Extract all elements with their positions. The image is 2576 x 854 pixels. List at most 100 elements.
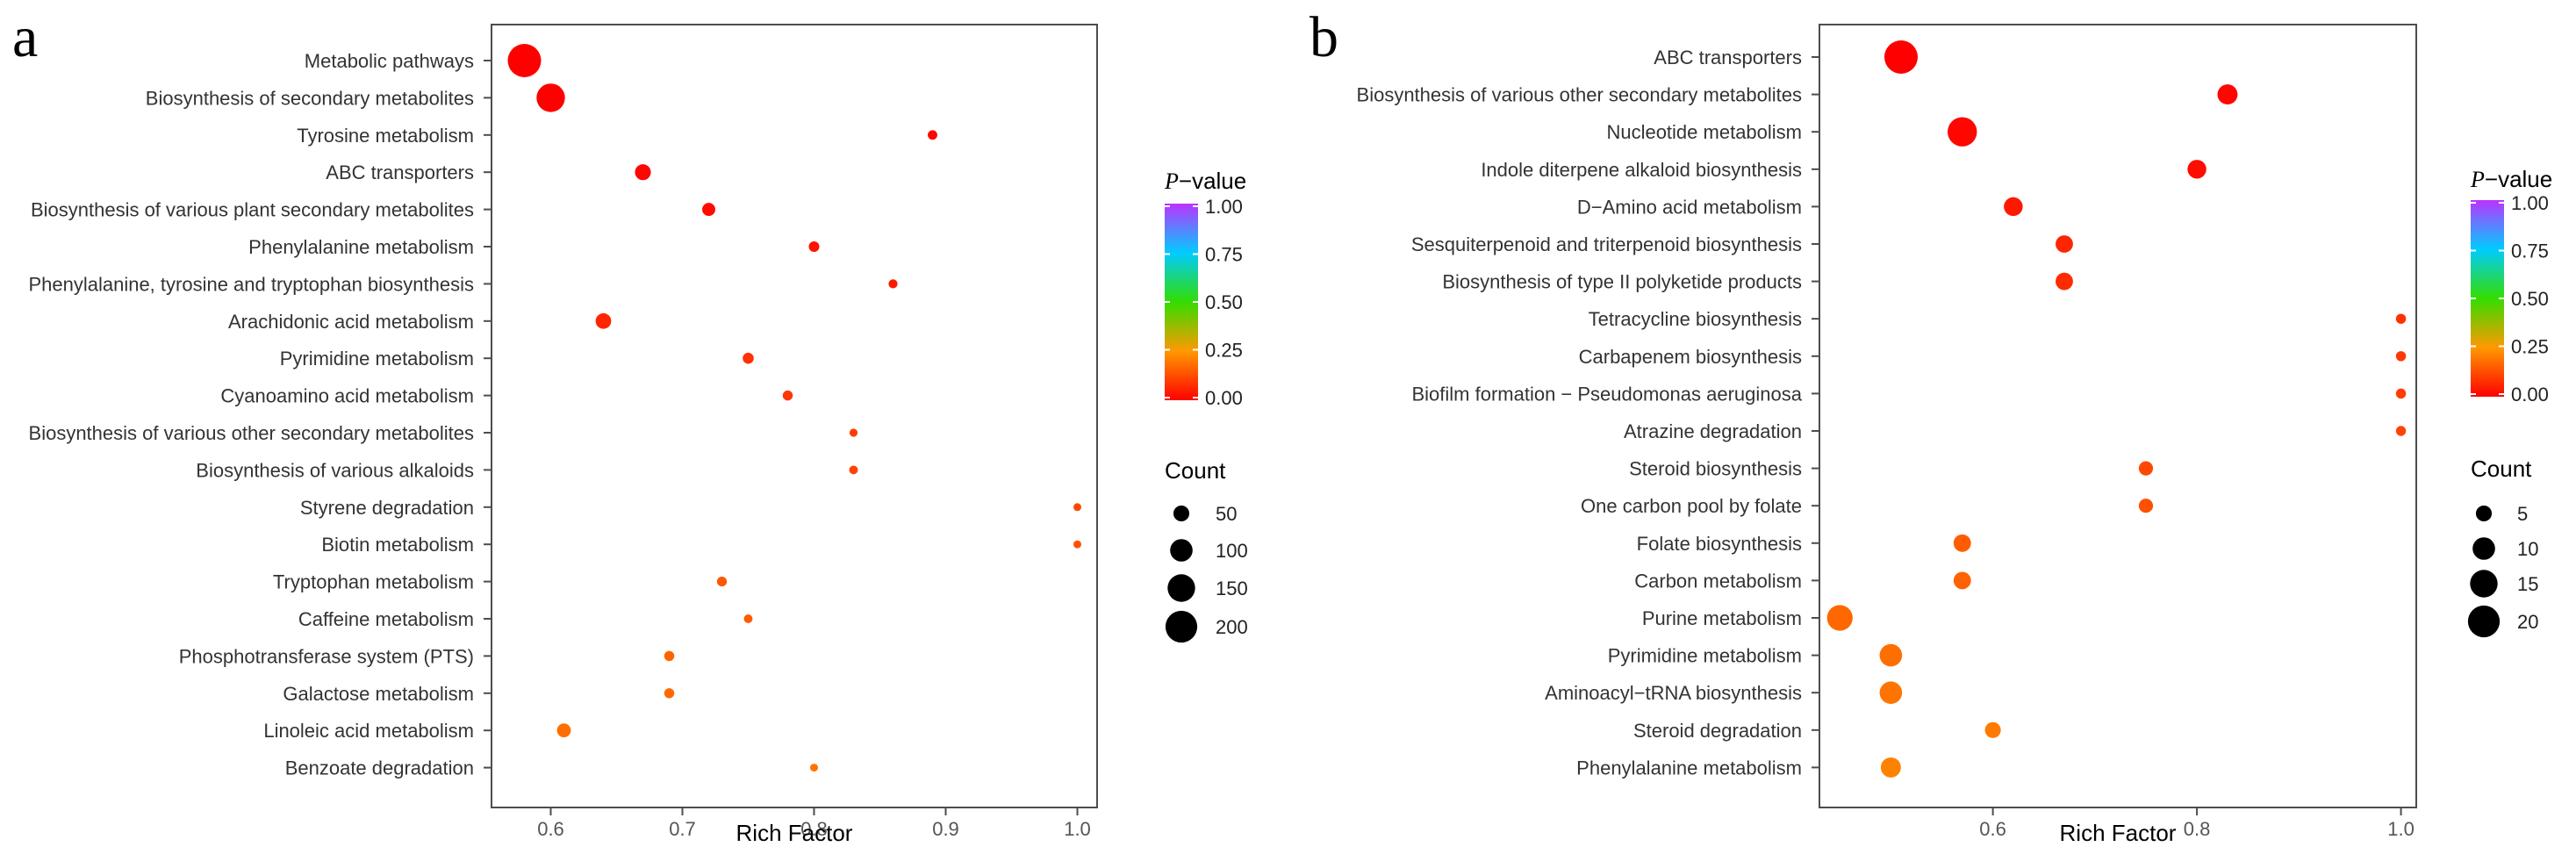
data-point (743, 352, 754, 364)
pathway-label: Linoleic acid metabolism (263, 720, 474, 742)
panel-a-points (507, 44, 1081, 772)
size-legend-dot (1165, 610, 1198, 643)
data-point (1948, 117, 1977, 147)
data-point (1984, 721, 2001, 738)
size-legend-dot (1173, 505, 1190, 522)
panel-b-x-axis-title: Rich Factor (2060, 820, 2177, 846)
pathway-label: Carbapenem biosynthesis (1579, 346, 1802, 368)
x-tick-label: 0.8 (800, 818, 828, 840)
data-point (1953, 534, 1971, 552)
data-point (2395, 313, 2407, 324)
pathway-label: Cyanoamino acid metabolism (220, 385, 474, 407)
panel-b-x-axis: 0.6 0.8 1.0 (1979, 807, 2415, 840)
pathway-label: Indole diterpene alkaloid biosynthesis (1481, 159, 1802, 181)
size-legend-label: 5 (2517, 503, 2528, 525)
size-legend-dot (1167, 574, 1195, 602)
color-legend-bar (2471, 200, 2504, 397)
pathway-label: Tyrosine metabolism (297, 125, 474, 147)
data-point (849, 428, 858, 437)
data-point (1826, 605, 1853, 631)
data-point (2004, 197, 2023, 217)
pathway-label: Biosynthesis of various plant secondary … (31, 199, 474, 221)
size-legend-label: 15 (2517, 573, 2538, 595)
pathway-label: Tetracycline biosynthesis (1589, 308, 1802, 330)
data-point (2138, 499, 2154, 513)
size-legend-dot (2472, 537, 2495, 560)
data-point (782, 390, 793, 401)
data-point (1884, 40, 1918, 74)
size-legend-label: 50 (1216, 503, 1237, 525)
color-legend-label: 0.75 (2511, 240, 2549, 262)
data-point (743, 614, 753, 623)
x-tick-label: 0.9 (932, 818, 959, 840)
data-point (2395, 388, 2407, 399)
pathway-label: Pyrimidine metabolism (280, 348, 474, 370)
x-tick-label: 0.7 (669, 818, 696, 840)
size-legend-label: 200 (1216, 616, 1248, 638)
pathway-label: Purine metabolism (1642, 607, 1802, 629)
size-legend-dot (2467, 605, 2501, 638)
data-point (595, 312, 612, 329)
data-point (664, 650, 675, 662)
pathway-label: Benzoate degradation (285, 757, 474, 779)
pathway-label: Nucleotide metabolism (1606, 121, 1802, 143)
pathway-label: Galactose metabolism (283, 683, 474, 705)
panel-b-points (1826, 40, 2407, 778)
panel-a-plot-area (491, 24, 1098, 808)
pathway-label: Atrazine degradation (1624, 420, 1802, 442)
color-legend-label: 0.25 (1205, 340, 1243, 362)
data-point (1953, 571, 1971, 590)
panel-b-plot-area (1819, 24, 2417, 808)
x-tick-label: 0.6 (537, 818, 564, 840)
data-point (888, 279, 898, 289)
pathway-label: Aminoacyl−tRNA biosynthesis (1545, 682, 1802, 704)
size-legend-title: Count (1165, 457, 1226, 484)
pathway-label: Phosphotransferase system (PTS) (179, 645, 474, 667)
data-point (556, 723, 571, 738)
pathway-label: Carbon metabolism (1634, 570, 1802, 592)
data-point (664, 688, 675, 699)
data-point (2395, 351, 2407, 362)
data-point (1879, 643, 1903, 667)
color-legend-label: 0.50 (2511, 288, 2549, 310)
pathway-label: Arachidonic acid metabolism (228, 311, 474, 333)
pathway-label: Tryptophan metabolism (273, 571, 474, 593)
pathway-label: Biosynthesis of secondary metabolites (146, 87, 474, 109)
size-legend-dot (2470, 570, 2498, 598)
pathway-label: One carbon pool by folate (1581, 495, 1802, 517)
pathway-label: D−Amino acid metabolism (1577, 196, 1802, 218)
data-point (2138, 461, 2154, 476)
data-point (536, 83, 565, 112)
color-legend-title: P−value (1164, 168, 1246, 194)
data-point (716, 577, 728, 587)
color-legend-label: 1.00 (1205, 196, 1243, 218)
data-point (635, 164, 651, 181)
panel-b-pathway-labels: ABC transporters Biosynthesis of various … (1357, 47, 1819, 779)
x-tick-label: 0.8 (2184, 818, 2211, 840)
size-legend-label: 20 (2517, 611, 2538, 633)
size-legend-dot (2475, 505, 2493, 522)
panel-a-pathway-labels: Metabolic pathways Biosynthesis of second… (28, 50, 492, 779)
pathway-label: Biosynthesis of various other secondary … (29, 422, 474, 444)
data-point (1879, 681, 1903, 705)
pathway-label: Folate biosynthesis (1637, 533, 1802, 555)
size-legend-label: 10 (2517, 538, 2538, 560)
size-legend-title: Count (2471, 456, 2532, 482)
color-legend-title: P−value (2470, 166, 2552, 192)
data-point (2056, 272, 2073, 291)
color-legend-label: 0.25 (2511, 336, 2549, 358)
pathway-label: Biosynthesis of various other secondary … (1357, 84, 1802, 106)
pathway-label: Pyrimidine metabolism (1608, 645, 1802, 667)
data-point (2056, 235, 2073, 253)
data-point (928, 130, 937, 140)
pathway-label: Phenylalanine metabolism (1576, 757, 1802, 779)
panel-letter-a: a (12, 5, 38, 69)
panel-b: b ABC transporters Biosynthesis of variou… (1310, 5, 2552, 846)
color-legend-label: 1.00 (2511, 192, 2549, 214)
data-point (810, 764, 818, 772)
data-point (2217, 84, 2238, 105)
color-legend-label: 0.75 (1205, 244, 1243, 266)
